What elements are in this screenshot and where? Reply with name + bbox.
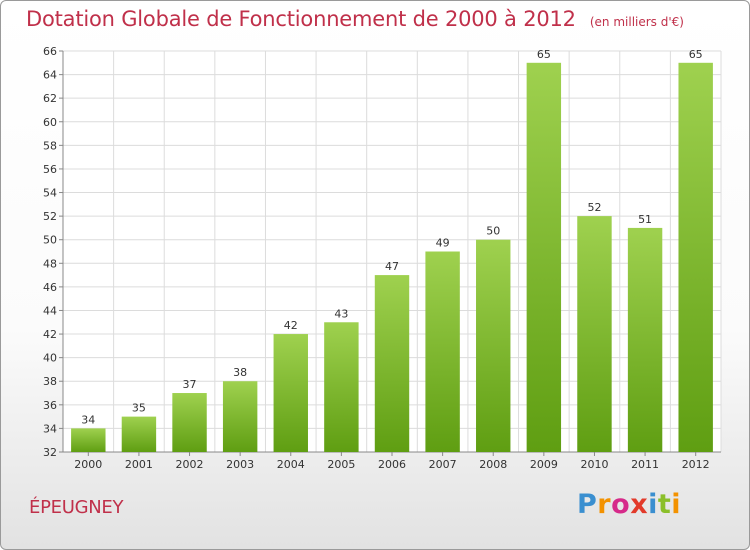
bar[interactable]: [577, 216, 612, 452]
x-tick-label: 2009: [530, 458, 558, 471]
bar-value-label: 37: [183, 378, 197, 391]
bar[interactable]: [172, 393, 207, 452]
logo-letter: P: [577, 489, 598, 520]
bar-value-label: 35: [132, 402, 146, 415]
bar-group[interactable]: 43: [324, 307, 359, 452]
x-tick-label: 2001: [125, 458, 153, 471]
bar[interactable]: [273, 334, 308, 452]
logo-letter: i: [671, 489, 682, 520]
bar-value-label: 42: [284, 319, 298, 332]
y-tick-label: 54: [43, 187, 57, 200]
bar-value-label: 65: [537, 48, 551, 61]
bar-group[interactable]: 35: [121, 402, 157, 452]
bar[interactable]: [476, 239, 511, 452]
y-tick-label: 36: [43, 399, 57, 412]
commune-name: ÉPEUGNEY: [29, 497, 124, 518]
y-tick-label: 58: [43, 139, 57, 152]
x-tick-label: 2003: [226, 458, 254, 471]
x-tick-label: 2010: [580, 458, 608, 471]
y-tick-label: 40: [43, 352, 57, 365]
y-tick-label: 46: [43, 281, 57, 294]
bar-group[interactable]: 49: [425, 237, 460, 453]
x-tick-label: 2004: [277, 458, 305, 471]
bar[interactable]: [678, 62, 713, 452]
logo-letter: r: [597, 489, 612, 520]
bar-group[interactable]: 47: [374, 260, 410, 452]
logo-letter: x: [630, 489, 649, 520]
y-tick-label: 60: [43, 116, 57, 129]
title-row: Dotation Globale de Fonctionnement de 20…: [26, 7, 684, 31]
bar-group[interactable]: 51: [627, 213, 663, 452]
y-tick-label: 44: [43, 304, 57, 317]
bar[interactable]: [627, 227, 663, 452]
x-tick-label: 2011: [631, 458, 659, 471]
x-tick-label: 2008: [479, 458, 507, 471]
x-tick-label: 2007: [429, 458, 457, 471]
bar-group[interactable]: 52: [577, 201, 612, 452]
y-tick-label: 32: [43, 446, 57, 459]
y-tick-label: 38: [43, 375, 57, 388]
bar[interactable]: [526, 62, 562, 452]
bar-group[interactable]: 65: [526, 48, 562, 452]
bar-value-label: 50: [486, 225, 500, 238]
y-tick-label: 66: [43, 45, 57, 58]
bar[interactable]: [222, 381, 258, 452]
bar-value-label: 65: [689, 48, 703, 61]
x-tick-label: 2012: [682, 458, 710, 471]
y-tick-label: 42: [43, 328, 57, 341]
bar-value-label: 52: [587, 201, 601, 214]
bar[interactable]: [121, 416, 157, 452]
logo-letter: o: [611, 489, 631, 520]
bar-value-label: 49: [436, 237, 450, 250]
proxiti-logo[interactable]: Proxiti: [577, 489, 681, 520]
y-tick-label: 56: [43, 163, 57, 176]
y-tick-label: 52: [43, 210, 57, 223]
bar[interactable]: [374, 275, 410, 452]
y-tick-label: 50: [43, 234, 57, 247]
bar[interactable]: [71, 428, 106, 452]
x-tick-label: 2002: [176, 458, 204, 471]
bar-group[interactable]: 38: [222, 366, 258, 452]
bar-value-label: 47: [385, 260, 399, 273]
bar-value-label: 34: [81, 413, 95, 426]
y-tick-label: 62: [43, 92, 57, 105]
y-tick-label: 48: [43, 257, 57, 270]
chart-title: Dotation Globale de Fonctionnement de 20…: [26, 7, 576, 31]
bar-group[interactable]: 50: [476, 225, 511, 452]
bar-value-label: 51: [638, 213, 652, 226]
bar-group[interactable]: 65: [678, 48, 713, 452]
x-tick-label: 2005: [327, 458, 355, 471]
logo-letter: i: [648, 489, 658, 520]
bar-group[interactable]: 34: [71, 413, 106, 452]
y-tick-label: 64: [43, 69, 57, 82]
bar-group[interactable]: 37: [172, 378, 207, 452]
x-tick-label: 2006: [378, 458, 406, 471]
x-tick-label: 2000: [74, 458, 102, 471]
logo-letter: t: [657, 489, 672, 520]
bar-value-label: 43: [334, 307, 348, 320]
bar[interactable]: [425, 251, 460, 453]
bar-value-label: 38: [233, 366, 247, 379]
chart-unit: (en milliers d'€): [589, 15, 684, 29]
bar[interactable]: [324, 322, 359, 452]
bar-group[interactable]: 42: [273, 319, 308, 452]
y-tick-label: 34: [43, 422, 57, 435]
